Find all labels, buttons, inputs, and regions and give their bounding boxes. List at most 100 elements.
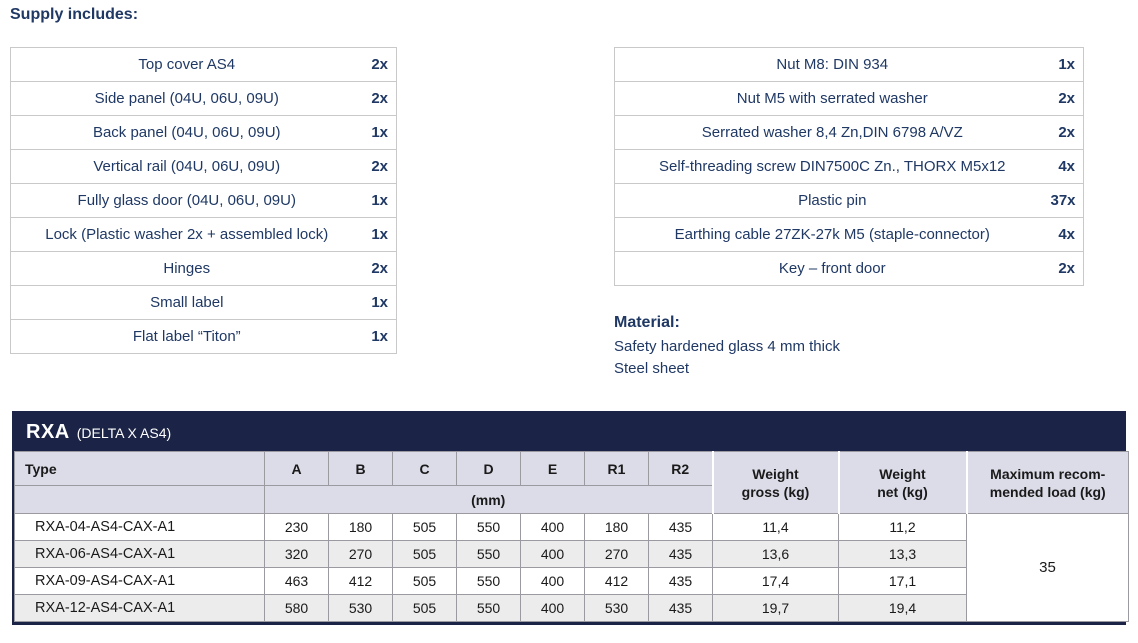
material-line: Safety hardened glass 4 mm thick (614, 338, 840, 355)
spec-table: Type A B C D E R1 R2 Weight gross (kg) W… (14, 451, 1129, 622)
supply-item: Hinges (10, 251, 363, 286)
spec-series-subtitle: (DELTA X AS4) (76, 425, 172, 441)
spec-cell: 412 (328, 567, 393, 595)
spec-type: RXA-06-AS4-CAX-A1 (14, 540, 265, 568)
col-header-line: Weight (879, 465, 926, 482)
table-row: Earthing cable 27ZK-27k M5 (staple-conne… (614, 217, 1084, 252)
spec-cell: 435 (648, 540, 713, 568)
spec-cell: 435 (648, 567, 713, 595)
col-header-weight-net: Weight net (kg) (837, 451, 967, 514)
table-row: Nut M5 with serrated washer 2x (614, 81, 1084, 116)
col-header-r1: R1 (584, 451, 649, 486)
spec-table-section: RXA (DELTA X AS4) Type A B C D E R1 R2 W… (12, 411, 1129, 625)
supply-item: Back panel (04U, 06U, 09U) (10, 115, 363, 150)
table-row: Top cover AS4 2x (10, 47, 397, 82)
supply-qty: 2x (362, 81, 397, 116)
spec-type: RXA-04-AS4-CAX-A1 (14, 513, 265, 541)
material-line: Steel sheet (614, 360, 690, 377)
col-header-b: B (328, 451, 393, 486)
spec-cell: 550 (456, 513, 521, 541)
spec-cell: 320 (264, 540, 329, 568)
supply-table-right: Nut M8: DIN 934 1x Nut M5 with serrated … (614, 47, 1084, 286)
col-header-r2: R2 (648, 451, 713, 486)
supply-item: Key – front door (614, 251, 1050, 286)
supply-item: Flat label “Titon” (10, 319, 363, 354)
supply-item: Serrated washer 8,4 Zn,DIN 6798 A/VZ (614, 115, 1050, 150)
spec-cell: 11,2 (838, 513, 967, 541)
supply-item: Self-threading screw DIN7500C Zn., THORX… (614, 149, 1050, 184)
supply-item: Fully glass door (04U, 06U, 09U) (10, 183, 363, 218)
col-header-line: mended load (kg) (989, 483, 1106, 500)
spec-cell: 17,4 (712, 567, 839, 595)
spec-cell: 230 (264, 513, 329, 541)
spec-cell: 19,4 (838, 594, 967, 622)
supply-qty: 2x (362, 149, 397, 184)
table-row: Fully glass door (04U, 06U, 09U) 1x (10, 183, 397, 218)
max-load-value: 35 (966, 513, 1129, 622)
table-row: Lock (Plastic washer 2x + assembled lock… (10, 217, 397, 252)
spec-cell: 505 (392, 513, 457, 541)
spec-cell: 550 (456, 567, 521, 595)
spec-cell: 412 (584, 567, 649, 595)
table-row: Plastic pin 37x (614, 183, 1084, 218)
spec-cell: 530 (328, 594, 393, 622)
table-row: Key – front door 2x (614, 251, 1084, 286)
supply-qty: 1x (362, 285, 397, 320)
supply-item: Plastic pin (614, 183, 1050, 218)
col-header-line: Maximum recom- (990, 465, 1106, 482)
page-title: Supply includes: (10, 6, 139, 23)
supply-qty: 37x (1049, 183, 1084, 218)
supply-qty: 2x (362, 251, 397, 286)
spec-cell: 505 (392, 594, 457, 622)
table-row: Hinges 2x (10, 251, 397, 286)
col-header-line: net (kg) (877, 483, 928, 500)
spec-cell: 580 (264, 594, 329, 622)
spec-cell: 180 (584, 513, 649, 541)
col-header-line: gross (kg) (741, 483, 810, 500)
spec-series-name: RXA (26, 420, 70, 443)
spec-cell: 435 (648, 594, 713, 622)
spec-cell: 505 (392, 567, 457, 595)
supply-item: Nut M5 with serrated washer (614, 81, 1050, 116)
spec-cell: 550 (456, 594, 521, 622)
spec-cell: 530 (584, 594, 649, 622)
supply-qty: 4x (1049, 217, 1084, 252)
material-heading: Material: (614, 314, 680, 331)
supply-qty: 1x (362, 183, 397, 218)
spec-header-row: Type A B C D E R1 R2 Weight gross (kg) W… (14, 451, 1129, 514)
table-row: Vertical rail (04U, 06U, 09U) 2x (10, 149, 397, 184)
spec-type: RXA-12-AS4-CAX-A1 (14, 594, 265, 622)
table-row: Small label 1x (10, 285, 397, 320)
col-header-type: Type (14, 451, 265, 486)
col-header-line: Weight (752, 465, 799, 482)
supply-qty: 1x (1049, 47, 1084, 82)
spec-cell: 435 (648, 513, 713, 541)
supply-qty: 1x (362, 115, 397, 150)
supply-qty: 2x (1049, 115, 1084, 150)
supply-qty: 1x (362, 217, 397, 252)
supply-qty: 1x (362, 319, 397, 354)
spec-table-title-bar: RXA (DELTA X AS4) (14, 413, 1124, 451)
supply-qty: 2x (362, 47, 397, 82)
spec-cell: 400 (520, 594, 585, 622)
supply-item: Top cover AS4 (10, 47, 363, 82)
supply-item: Earthing cable 27ZK-27k M5 (staple-conne… (614, 217, 1050, 252)
col-header-a: A (264, 451, 329, 486)
supply-item: Lock (Plastic washer 2x + assembled lock… (10, 217, 363, 252)
col-header-c: C (392, 451, 457, 486)
table-row: Serrated washer 8,4 Zn,DIN 6798 A/VZ 2x (614, 115, 1084, 150)
unit-label: (mm) (264, 485, 713, 514)
col-header-d: D (456, 451, 521, 486)
supply-item: Nut M8: DIN 934 (614, 47, 1050, 82)
supply-qty: 4x (1049, 149, 1084, 184)
spec-cell: 19,7 (712, 594, 839, 622)
spec-cell: 13,3 (838, 540, 967, 568)
spec-cell: 11,4 (712, 513, 839, 541)
spec-type: RXA-09-AS4-CAX-A1 (14, 567, 265, 595)
table-row: Self-threading screw DIN7500C Zn., THORX… (614, 149, 1084, 184)
table-row: Nut M8: DIN 934 1x (614, 47, 1084, 82)
supply-item: Side panel (04U, 06U, 09U) (10, 81, 363, 116)
supply-item: Vertical rail (04U, 06U, 09U) (10, 149, 363, 184)
spec-cell: 400 (520, 567, 585, 595)
